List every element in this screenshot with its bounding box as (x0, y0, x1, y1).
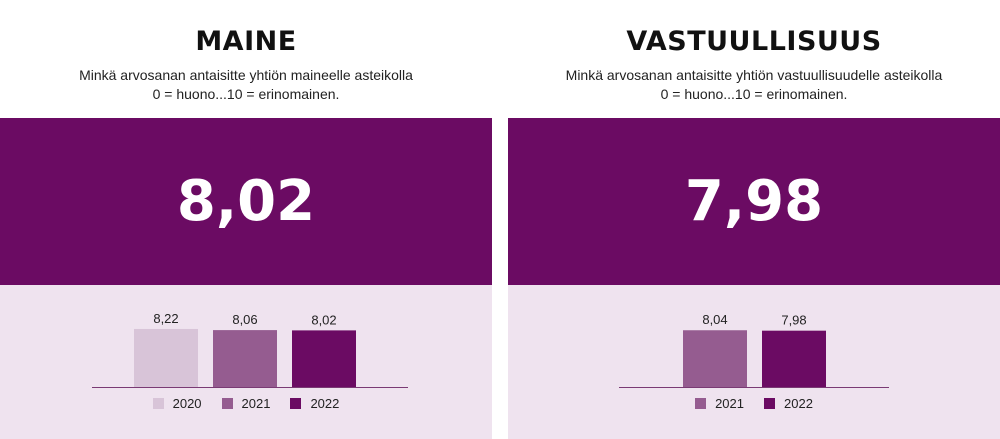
legend-swatch (152, 398, 164, 409)
subtitle-line-2: 0 = huono...10 = erinomainen. (152, 86, 340, 102)
legend-item-2022: 2022 (290, 396, 339, 411)
legend-item-2020: 2020 (152, 396, 202, 411)
maine-panel: MAINE Minkä arvosanan antaisitte yhtiön … (0, 0, 492, 439)
legend-swatch (764, 398, 775, 409)
vastuullisuus-panel: VASTUULLISUUS Minkä arvosanan antaisitte… (508, 0, 1000, 439)
legend-swatch (290, 398, 302, 409)
legend-label: 2021 (241, 396, 271, 411)
bar-2020 (134, 328, 198, 387)
panel-subtitle: Minkä arvosanan antaisitte yhtiön vastuu… (508, 66, 1000, 104)
legend-label: 2022 (310, 396, 340, 411)
big-value-box: 8,02 (0, 118, 492, 285)
subtitle-line-1: Minkä arvosanan antaisitte yhtiön mainee… (79, 67, 413, 83)
bar-value-label: 7,98 (781, 313, 806, 328)
bar-value-label: 8,22 (153, 311, 178, 326)
bar-2022 (292, 330, 356, 387)
legend-label: 2020 (172, 396, 202, 411)
bar-value-label: 8,04 (702, 312, 727, 327)
panel-title: MAINE (195, 26, 297, 57)
bar-chart: 8,04 7,98 2021 2022 (508, 285, 1000, 439)
bar-chart: 8,22 8,06 8,02 2020 2021 2022 (0, 285, 492, 439)
big-value-box: 7,98 (508, 118, 1000, 285)
bar-value-label: 8,02 (311, 312, 336, 327)
chart-legend: 2021 2022 (508, 396, 1000, 411)
legend-label: 2022 (784, 396, 813, 411)
bar-2021 (213, 330, 277, 387)
legend-swatch (695, 398, 707, 409)
subtitle-line-2: 0 = huono...10 = erinomainen. (660, 86, 848, 102)
panel-subtitle: Minkä arvosanan antaisitte yhtiön mainee… (0, 66, 492, 104)
legend-swatch (221, 398, 233, 409)
legend-item-2022: 2022 (764, 396, 813, 411)
bar-value-label: 8,06 (232, 312, 257, 327)
bar-2021 (683, 330, 747, 387)
subtitle-line-1: Minkä arvosanan antaisitte yhtiön vastuu… (565, 67, 943, 83)
bar-chart-svg: 8,22 8,06 8,02 (92, 311, 408, 388)
chart-legend: 2020 2021 2022 (0, 396, 492, 411)
legend-item-2021: 2021 (695, 396, 744, 411)
panel-title: VASTUULLISUUS (626, 26, 882, 57)
legend-label: 2021 (715, 396, 744, 411)
legend-item-2021: 2021 (221, 396, 271, 411)
bar-2022 (762, 330, 826, 387)
bar-chart-svg: 8,04 7,98 (619, 312, 889, 388)
big-value: 7,98 (684, 169, 824, 234)
big-value: 8,02 (176, 169, 316, 234)
